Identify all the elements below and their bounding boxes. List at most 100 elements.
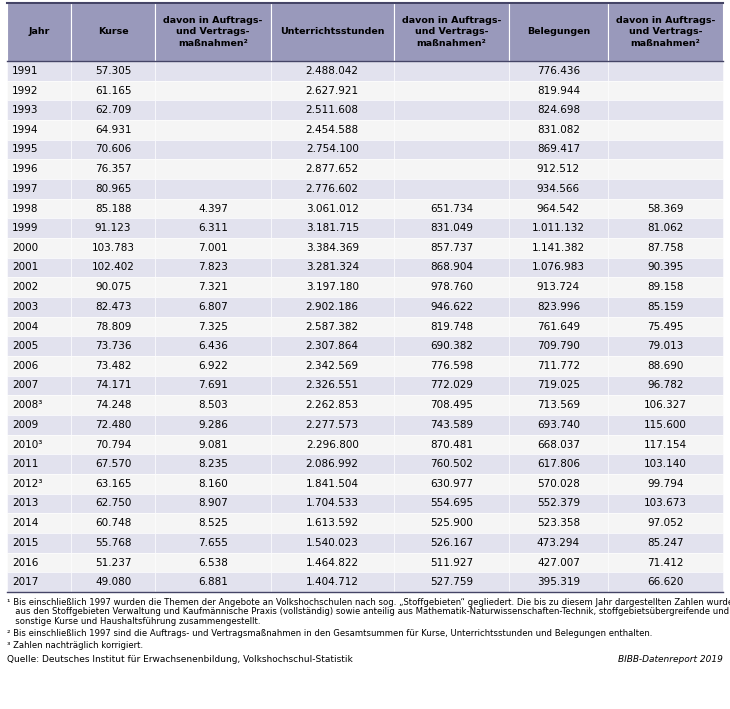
Text: 6.538: 6.538	[198, 557, 228, 567]
Text: 6.922: 6.922	[198, 361, 228, 371]
Bar	[7, 160, 71, 179]
Bar	[71, 454, 155, 474]
Text: 2006: 2006	[12, 361, 38, 371]
Text: 2.326.551: 2.326.551	[306, 381, 359, 391]
Bar	[155, 336, 271, 356]
Bar	[607, 238, 723, 257]
Bar	[510, 533, 607, 553]
Text: sonstige Kurse und Haushaltsführung zusammengestellt.: sonstige Kurse und Haushaltsführung zusa…	[7, 617, 261, 626]
Text: 2008³: 2008³	[12, 400, 42, 411]
Text: 78.809: 78.809	[95, 321, 131, 332]
Bar	[607, 415, 723, 435]
Text: 2001: 2001	[12, 262, 38, 272]
Text: 2.454.588: 2.454.588	[306, 125, 359, 135]
Text: 934.566: 934.566	[537, 184, 580, 194]
Text: 964.542: 964.542	[537, 203, 580, 213]
Bar	[607, 140, 723, 160]
Text: 570.028: 570.028	[537, 479, 580, 489]
Bar	[155, 61, 271, 81]
Bar	[71, 493, 155, 513]
Text: 82.473: 82.473	[95, 302, 131, 312]
Bar	[607, 533, 723, 553]
Bar	[7, 101, 71, 120]
Bar	[394, 140, 510, 160]
Text: 1997: 1997	[12, 184, 39, 194]
Text: 630.977: 630.977	[430, 479, 473, 489]
Bar	[271, 533, 394, 553]
Bar	[271, 199, 394, 218]
Bar	[7, 218, 71, 238]
Bar	[607, 336, 723, 356]
Bar	[394, 297, 510, 317]
Bar	[510, 160, 607, 179]
Bar	[271, 513, 394, 533]
Text: 2.488.042: 2.488.042	[306, 66, 358, 76]
Text: Unterrichtsstunden: Unterrichtsstunden	[280, 28, 385, 36]
Bar	[71, 120, 155, 140]
Bar	[71, 415, 155, 435]
Text: 6.881: 6.881	[198, 577, 228, 587]
Text: 709.790: 709.790	[537, 341, 580, 351]
Bar	[510, 493, 607, 513]
Bar	[510, 277, 607, 297]
Bar	[155, 356, 271, 376]
Bar	[7, 3, 71, 61]
Text: 73.736: 73.736	[95, 341, 131, 351]
Text: 1.613.592: 1.613.592	[306, 518, 359, 528]
Bar	[155, 513, 271, 533]
Text: 55.768: 55.768	[95, 538, 131, 548]
Text: 81.062: 81.062	[647, 223, 683, 233]
Bar	[155, 493, 271, 513]
Text: 1.540.023: 1.540.023	[306, 538, 358, 548]
Bar	[607, 179, 723, 199]
Bar	[394, 474, 510, 493]
Text: 7.321: 7.321	[198, 282, 228, 292]
Bar	[394, 493, 510, 513]
Text: 102.402: 102.402	[92, 262, 134, 272]
Bar	[155, 101, 271, 120]
Bar	[7, 238, 71, 257]
Text: 1995: 1995	[12, 145, 39, 155]
Text: 743.589: 743.589	[430, 420, 473, 430]
Text: 57.305: 57.305	[95, 66, 131, 76]
Text: 831.049: 831.049	[430, 223, 473, 233]
Bar	[7, 199, 71, 218]
Bar	[510, 356, 607, 376]
Bar	[394, 218, 510, 238]
Bar	[394, 396, 510, 415]
Text: 2005: 2005	[12, 341, 38, 351]
Text: 85.188: 85.188	[95, 203, 131, 213]
Text: 2.627.921: 2.627.921	[306, 86, 359, 96]
Text: 51.237: 51.237	[95, 557, 131, 567]
Text: 525.900: 525.900	[430, 518, 473, 528]
Text: 2.277.573: 2.277.573	[306, 420, 359, 430]
Bar	[394, 513, 510, 533]
Bar	[271, 553, 394, 572]
Text: 1.011.132: 1.011.132	[532, 223, 585, 233]
Bar	[71, 376, 155, 396]
Bar	[155, 140, 271, 160]
Bar	[607, 297, 723, 317]
Text: 2.754.100: 2.754.100	[306, 145, 358, 155]
Bar	[607, 160, 723, 179]
Bar	[7, 396, 71, 415]
Text: 97.052: 97.052	[647, 518, 683, 528]
Text: 511.927: 511.927	[430, 557, 473, 567]
Text: 88.690: 88.690	[647, 361, 683, 371]
Text: 2010³: 2010³	[12, 440, 42, 450]
Text: 8.907: 8.907	[198, 498, 228, 508]
Text: ¹ Bis einschließlich 1997 wurden die Themen der Angebote an Volkshochschulen nac: ¹ Bis einschließlich 1997 wurden die The…	[7, 598, 730, 607]
Bar	[271, 140, 394, 160]
Bar	[7, 336, 71, 356]
Text: 73.482: 73.482	[95, 361, 131, 371]
Bar	[607, 553, 723, 572]
Bar	[510, 415, 607, 435]
Text: 103.783: 103.783	[91, 243, 134, 253]
Text: 99.794: 99.794	[647, 479, 683, 489]
Text: 823.996: 823.996	[537, 302, 580, 312]
Text: 8.235: 8.235	[198, 459, 228, 469]
Text: 2.877.652: 2.877.652	[306, 164, 359, 174]
Bar	[271, 61, 394, 81]
Text: 1996: 1996	[12, 164, 39, 174]
Text: 526.167: 526.167	[430, 538, 473, 548]
